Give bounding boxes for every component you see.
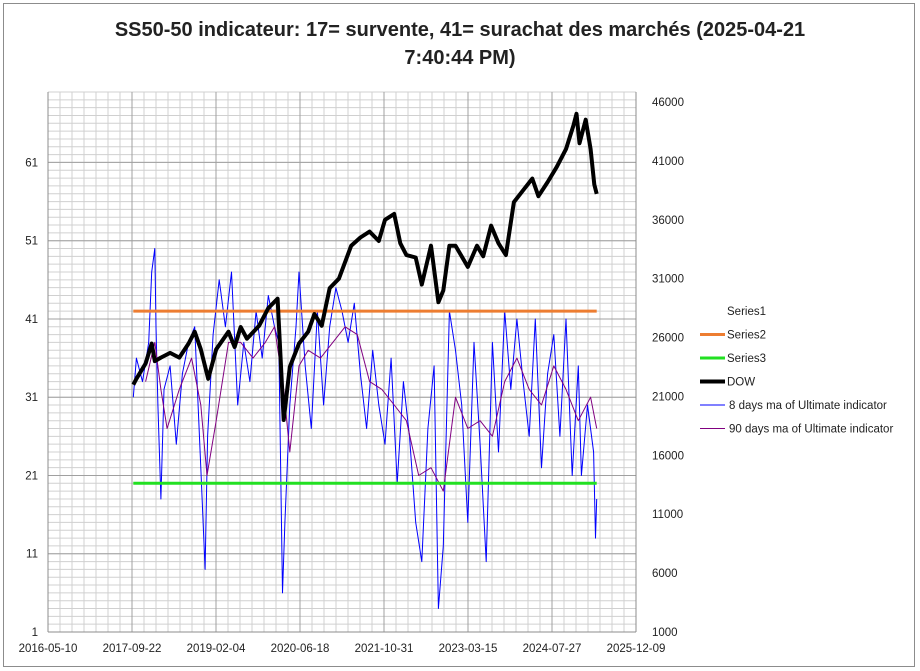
legend-label: 90 days ma of Ultimate indicator — [729, 424, 893, 436]
y-left-tick-label: 1 — [32, 627, 38, 639]
x-tick-label: 2021-10-31 — [355, 643, 414, 655]
y-right-tick-label: 16000 — [652, 450, 684, 462]
y-left-tick-label: 11 — [26, 549, 38, 561]
series-line-dow — [131, 111, 599, 422]
legend-label: DOW — [727, 377, 755, 389]
legend-label: Series1 — [727, 306, 766, 318]
y-right-tick-label: 6000 — [652, 568, 678, 580]
y-right-tick-label: 21000 — [652, 391, 684, 403]
x-tick-label: 2017-09-22 — [103, 643, 162, 655]
y-left-tick-label: 51 — [25, 236, 38, 248]
x-tick-label: 2016-05-10 — [19, 643, 78, 655]
x-tick-label: 2025-12-09 — [607, 643, 666, 655]
y-right-tick-label: 1000 — [652, 627, 678, 639]
legend-label: Series3 — [727, 353, 766, 365]
y-right-tick-label: 46000 — [652, 97, 684, 109]
y-right-tick-label: 31000 — [652, 274, 684, 286]
chart-title: SS50-50 indicateur: 17= survente, 41= su… — [114, 19, 806, 69]
x-tick-label: 2019-02-04 — [187, 643, 246, 655]
y-left-tick-label: 21 — [25, 470, 38, 482]
y-right-tick-label: 26000 — [652, 333, 684, 345]
x-tick-label: 2024-07-27 — [523, 643, 582, 655]
legend-label: 8 days ma of Ultimate indicator — [729, 400, 887, 412]
y-left-tick-label: 61 — [25, 157, 38, 169]
y-right-tick-label: 11000 — [652, 509, 683, 521]
legend-label: Series2 — [727, 330, 766, 342]
y-left-tick-label: 31 — [25, 392, 38, 404]
y-left-tick-label: 41 — [25, 314, 38, 326]
y-right-tick-label: 36000 — [652, 215, 684, 227]
x-tick-label: 2023-03-15 — [439, 643, 498, 655]
series-line-90-days-ma-of-ultimate-indicator — [145, 326, 598, 492]
x-tick-label: 2020-06-18 — [271, 643, 330, 655]
y-right-tick-label: 41000 — [652, 156, 684, 168]
